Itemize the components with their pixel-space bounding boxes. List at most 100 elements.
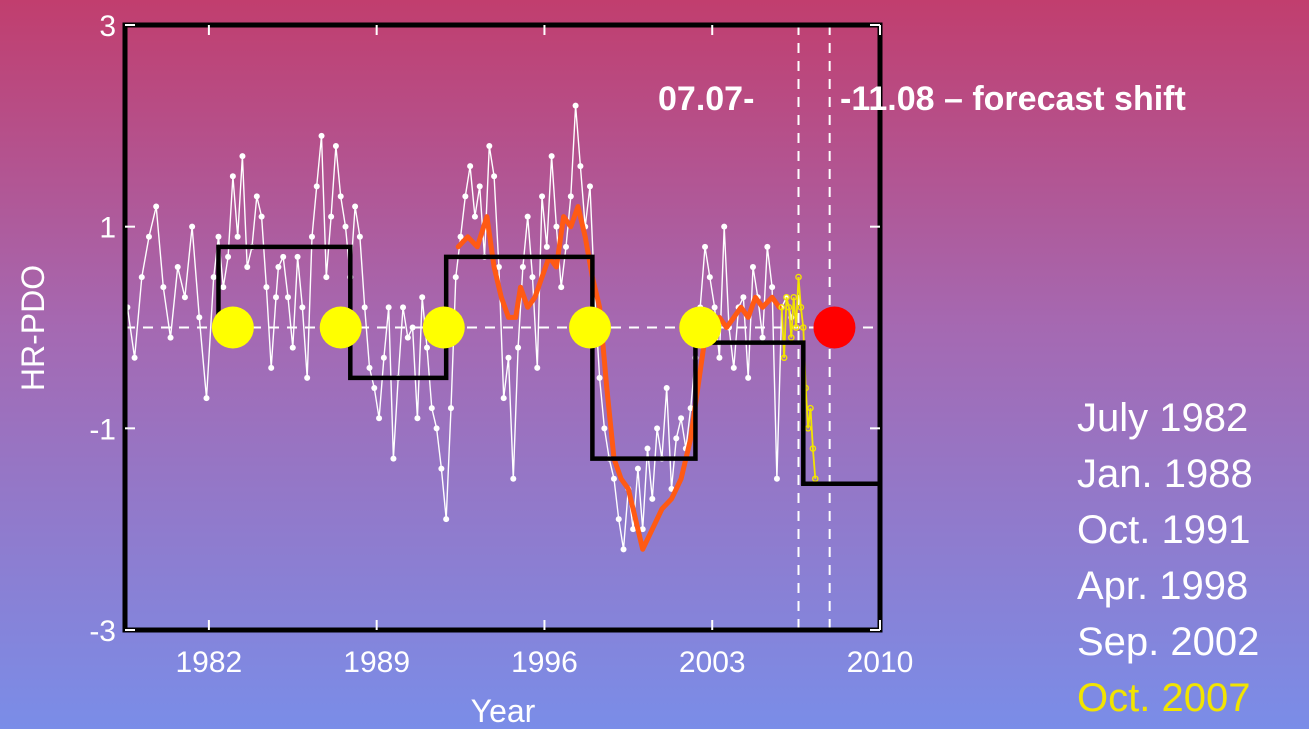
legend-entry-3: Oct. 1991 bbox=[1077, 508, 1251, 552]
hr-pdo-point bbox=[356, 233, 363, 240]
hr-pdo-point bbox=[457, 233, 464, 240]
hr-pdo-point bbox=[332, 143, 339, 149]
hr-pdo-point bbox=[467, 163, 474, 170]
hr-pdo-point bbox=[361, 304, 368, 311]
forecast-point bbox=[811, 475, 819, 483]
hr-pdo-point bbox=[759, 334, 766, 341]
hr-pdo-point bbox=[534, 364, 541, 371]
hr-pdo-point bbox=[654, 425, 661, 432]
hr-pdo-point bbox=[663, 385, 670, 391]
hr-pdo-point bbox=[687, 405, 694, 412]
tick-layer: 1982 1989 1996 2003 2010 3 1 -1 -3 bbox=[89, 10, 913, 679]
hr-pdo-point bbox=[673, 435, 680, 442]
legend-entry-1: July 1982 bbox=[1077, 396, 1249, 440]
regime-step-line bbox=[216, 244, 880, 487]
hr-pdo-point bbox=[749, 264, 756, 270]
hr-pdo-point bbox=[543, 243, 550, 250]
hr-pdo-point bbox=[328, 213, 335, 220]
legend: July 1982 Jan. 1988 Oct. 1991 Apr. 1998 … bbox=[1077, 390, 1309, 726]
x-tick-label: 1989 bbox=[343, 646, 410, 679]
hr-pdo-point bbox=[678, 415, 685, 422]
hr-pdo-point bbox=[376, 415, 383, 422]
forecast-point bbox=[797, 304, 805, 311]
hr-pdo-point bbox=[486, 143, 493, 149]
hr-pdo-point bbox=[764, 243, 771, 250]
hr-pdo-point bbox=[500, 395, 507, 402]
forecast-point bbox=[785, 304, 793, 311]
hr-pdo-point bbox=[167, 334, 174, 341]
hr-pdo-point bbox=[304, 374, 311, 381]
hr-pdo-point bbox=[174, 264, 181, 270]
hr-pdo-point bbox=[318, 132, 325, 139]
forecast-point bbox=[783, 293, 790, 301]
hr-pdo-point bbox=[203, 395, 210, 402]
hr-pdo-point bbox=[419, 294, 426, 301]
hr-pdo-point bbox=[438, 465, 445, 472]
hr-pdo-point bbox=[225, 253, 232, 260]
hr-pdo-point bbox=[495, 264, 502, 270]
hr-pdo-point bbox=[639, 526, 646, 533]
hr-pdo-point bbox=[634, 465, 641, 472]
hr-pdo-point bbox=[702, 243, 709, 250]
hr-pdo-point bbox=[519, 264, 526, 270]
hr-pdo-point bbox=[400, 304, 407, 311]
x-tick-label: 2010 bbox=[847, 646, 914, 679]
forecast-point bbox=[800, 324, 807, 331]
hr-pdo-point bbox=[563, 243, 570, 250]
hr-pdo-point bbox=[299, 304, 306, 311]
hr-pdo-point bbox=[229, 173, 236, 180]
hr-pdo-point bbox=[409, 324, 416, 331]
x-tick-label: 2003 bbox=[679, 646, 746, 679]
hr-pdo-point bbox=[160, 284, 167, 291]
y-tick-label: 3 bbox=[99, 10, 116, 43]
legend-entry-6: Oct. 2007 bbox=[1077, 676, 1251, 720]
regime-shift-marker-1 bbox=[211, 306, 254, 349]
data-layer bbox=[124, 102, 880, 553]
hr-pdo-point bbox=[716, 354, 723, 361]
hr-pdo-point bbox=[443, 516, 450, 523]
hr-pdo-point bbox=[567, 193, 574, 200]
hr-pdo-point bbox=[268, 364, 275, 371]
hr-pdo-point bbox=[649, 495, 656, 502]
hr-pdo-point bbox=[404, 334, 411, 341]
annotation-start: 07.07- bbox=[658, 80, 754, 118]
hr-pdo-point bbox=[596, 374, 603, 381]
hr-pdo-point bbox=[505, 354, 512, 361]
hr-pdo-point bbox=[491, 173, 498, 180]
hr-pdo-point bbox=[510, 475, 517, 482]
grid-layer bbox=[125, 25, 880, 630]
hr-pdo-point bbox=[145, 233, 152, 240]
x-tick-label: 1996 bbox=[511, 646, 578, 679]
hr-pdo-point bbox=[539, 193, 546, 200]
hr-pdo-point bbox=[289, 344, 296, 351]
hr-pdo-point bbox=[447, 405, 454, 412]
hr-pdo-point bbox=[153, 203, 160, 210]
hr-pdo-point bbox=[740, 294, 747, 301]
y-tick-label: -1 bbox=[89, 413, 116, 446]
forecast-point bbox=[795, 273, 802, 281]
hr-pdo-point bbox=[342, 223, 349, 230]
forecast-point bbox=[809, 445, 817, 452]
hr-pdo-point bbox=[313, 183, 320, 190]
hr-pdo-point bbox=[253, 193, 260, 200]
hr-pdo-point bbox=[414, 415, 421, 422]
hr-pdo-point bbox=[220, 284, 227, 291]
hr-pdo-point bbox=[280, 253, 287, 260]
hr-pdo-point bbox=[610, 475, 617, 482]
legend-entry-2: Jan. 1988 bbox=[1077, 452, 1253, 496]
hr-pdo-point bbox=[284, 294, 291, 301]
hr-pdo-point bbox=[730, 364, 737, 371]
hr-pdo-point bbox=[385, 304, 392, 311]
hr-pdo-point bbox=[275, 264, 282, 270]
hr-pdo-point bbox=[630, 526, 637, 533]
legend-entry-4: Apr. 1998 bbox=[1077, 564, 1249, 608]
hr-pdo-point bbox=[706, 274, 713, 281]
hr-pdo-point bbox=[263, 284, 270, 291]
hr-pdo-point bbox=[215, 233, 222, 240]
legend-entry-5: Sep. 2002 bbox=[1077, 620, 1260, 664]
hr-pdo-point bbox=[138, 274, 145, 281]
hr-pdo-point bbox=[577, 163, 584, 170]
hr-pdo-point bbox=[615, 516, 622, 523]
hr-pdo-point bbox=[390, 455, 397, 462]
